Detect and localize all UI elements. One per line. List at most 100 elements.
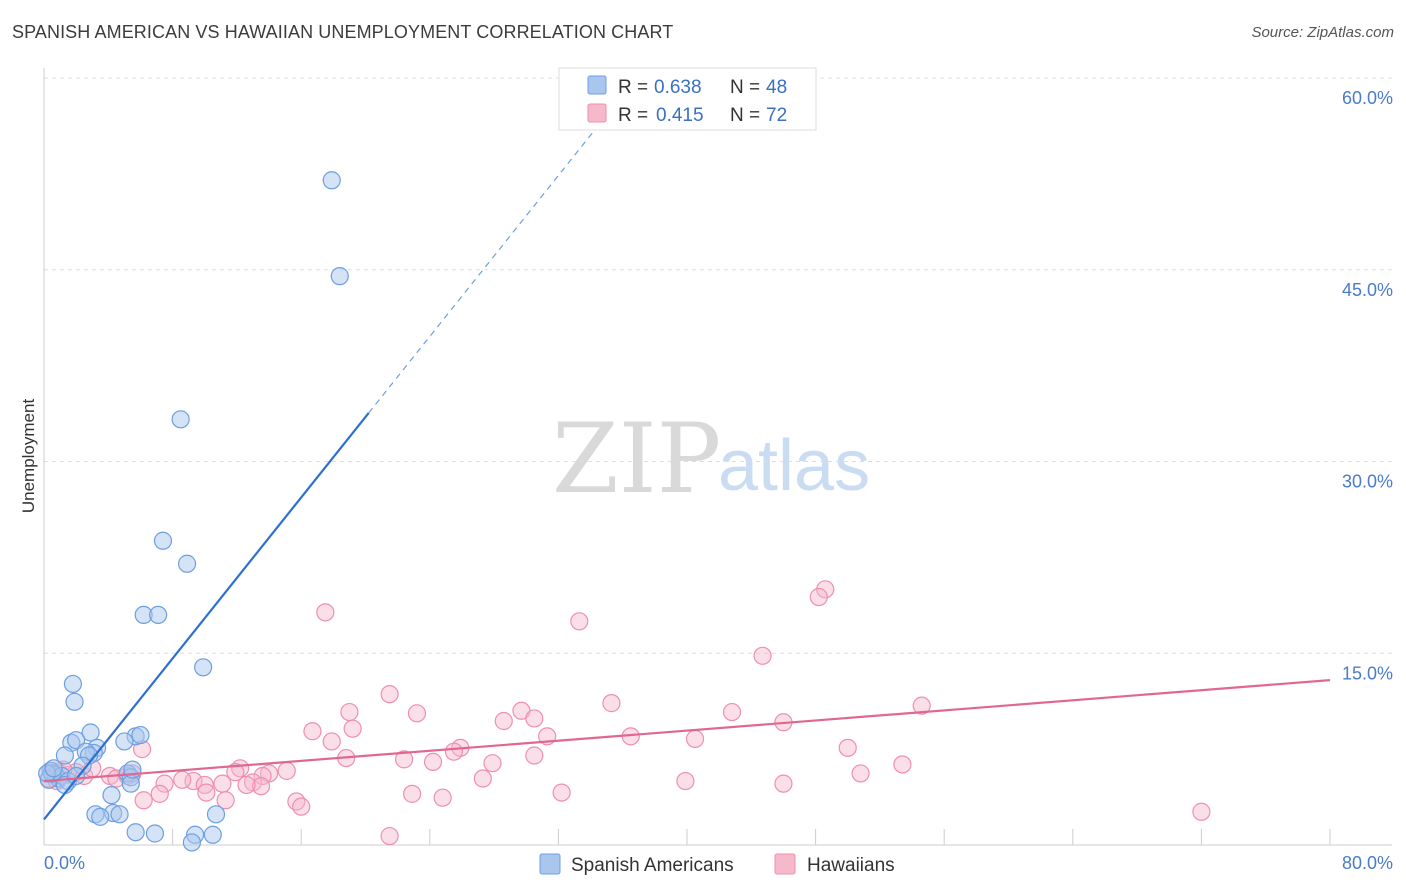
hawaiians-point-45 xyxy=(173,770,192,789)
legend-bottom-swatch-pink xyxy=(774,853,796,875)
legend-top: R = 0.638 N = 48 R = 0.415 N = 72 xyxy=(558,67,817,131)
spanish-americans-point-38 xyxy=(91,807,110,826)
hawaiians-point-12 xyxy=(494,711,513,731)
hawaiians-point-22 xyxy=(444,742,464,761)
spanish-americans-point-8 xyxy=(63,674,83,694)
spanish-americans-point-6 xyxy=(149,605,168,625)
hawaiians-trend-line xyxy=(43,678,1331,783)
hawaiians-point-20 xyxy=(322,732,341,751)
hawaiians-point-28 xyxy=(483,754,502,773)
watermark-atlas: atlas xyxy=(718,426,870,506)
y-tick-labels: 15.0% 30.0% 45.0% 60.0% xyxy=(1342,88,1393,683)
y-tick-label-0: 15.0% xyxy=(1342,663,1393,683)
spanish-americans-point-30 xyxy=(67,766,86,786)
hawaiians-point-53 xyxy=(134,791,153,810)
spanish-americans-point-39 xyxy=(110,805,129,824)
spanish-americans-point-3 xyxy=(153,531,173,550)
hawaiians-point-18 xyxy=(685,729,705,748)
source-credit: Source: ZipAtlas.com xyxy=(1251,24,1394,41)
hawaiians-point-58 xyxy=(403,784,422,803)
hawaiians-point-13 xyxy=(525,709,544,728)
hawaiians-point-6 xyxy=(602,694,621,713)
hawaiians-point-42 xyxy=(213,774,232,793)
hawaiians-point-11 xyxy=(722,702,742,722)
spanish-americans-point-9 xyxy=(65,692,84,711)
spanish-americans-point-4 xyxy=(177,554,197,573)
hawaiians-point-23 xyxy=(838,738,857,757)
hawaiians-point-44 xyxy=(251,777,271,796)
y-tick-label-3: 60.0% xyxy=(1342,88,1393,108)
chart-title: SPANISH AMERICAN VS HAWAIIAN UNEMPLOYMEN… xyxy=(12,22,674,42)
legend-swatch-pink xyxy=(587,103,607,123)
hawaiians-point-34 xyxy=(277,761,296,780)
spanish-americans-point-35 xyxy=(102,786,121,805)
spanish-americans-point-2 xyxy=(171,410,190,429)
spanish-americans-point-13 xyxy=(115,732,134,751)
hawaiians-point-29 xyxy=(525,746,544,765)
legend-n-label-1: N = xyxy=(730,77,760,98)
hawaiians-point-32 xyxy=(226,763,245,782)
y-tick-label-1: 30.0% xyxy=(1342,472,1393,492)
legend-r-value-1: 0.638 xyxy=(654,77,702,98)
legend-bottom-label-spanish: Spanish Americans xyxy=(571,855,734,876)
legend-bottom-swatch-blue xyxy=(539,853,561,875)
legend-r-label-2: R = xyxy=(618,105,648,126)
hawaiians-point-8 xyxy=(340,702,359,722)
y-tick-label-2: 45.0% xyxy=(1342,280,1393,300)
hawaiians-point-51 xyxy=(851,764,870,783)
hawaiians-point-9 xyxy=(407,704,427,723)
hawaiians-point-5 xyxy=(380,685,399,704)
hawaiians-point-46 xyxy=(155,774,174,793)
spanish-americans-point-10 xyxy=(81,723,100,742)
spanish-americans-point-41 xyxy=(126,823,145,842)
spanish-americans-point-0 xyxy=(322,171,341,190)
legend-r-label-1: R = xyxy=(618,77,648,98)
spanish-americans-point-1 xyxy=(330,267,349,286)
hawaiians-point-26 xyxy=(394,750,414,769)
hawaiians-point-59 xyxy=(433,788,452,807)
spanish-americans-trend-extension xyxy=(368,124,600,414)
spanish-americans-point-7 xyxy=(194,658,213,677)
hawaiians-point-3 xyxy=(570,612,589,631)
legend-bottom: Spanish Americans Hawaiians xyxy=(539,853,895,876)
hawaiians-point-50 xyxy=(774,774,793,793)
y-axis-label: Unemployment xyxy=(19,399,38,514)
spanish-americans-point-42 xyxy=(145,824,165,843)
x-tick-label-0: 0.0% xyxy=(44,853,85,873)
hawaiians-point-2 xyxy=(316,603,335,622)
legend-swatch-blue xyxy=(587,75,607,95)
hawaiians-point-16 xyxy=(343,719,362,738)
legend-n-value-2: 72 xyxy=(766,105,787,126)
hawaiians-point-4 xyxy=(753,646,772,665)
legend-bottom-label-hawaiians: Hawaiians xyxy=(807,855,895,876)
legend-r-value-2: 0.415 xyxy=(656,105,704,126)
hawaiians-point-41 xyxy=(195,775,214,795)
spanish-americans-points xyxy=(38,171,349,852)
spanish-americans-point-40 xyxy=(206,805,226,824)
hawaiians-point-52 xyxy=(150,784,169,803)
x-tick-label-1: 80.0% xyxy=(1342,853,1393,873)
spanish-americans-point-18 xyxy=(55,746,74,765)
hawaiians-point-15 xyxy=(303,722,322,741)
hawaiians-point-57 xyxy=(292,797,311,816)
legend-n-label-2: N = xyxy=(730,105,760,126)
hawaiians-point-56 xyxy=(287,792,306,811)
hawaiians-point-61 xyxy=(1192,802,1211,821)
trend-lines xyxy=(43,124,1331,821)
hawaiians-point-54 xyxy=(197,783,216,802)
spanish-americans-point-12 xyxy=(131,725,150,745)
watermark-zip: ZIP xyxy=(552,403,721,515)
hawaiians-point-7 xyxy=(912,696,931,715)
hawaiians-point-1 xyxy=(809,587,828,607)
hawaiians-points xyxy=(39,580,1211,846)
spanish-americans-point-45 xyxy=(182,833,201,852)
spanish-americans-point-44 xyxy=(203,825,222,844)
x-tick-labels: 0.0% 80.0% xyxy=(44,853,1393,873)
hawaiians-point-62 xyxy=(380,826,399,846)
spanish-americans-trend-line xyxy=(43,412,370,821)
legend-n-value-1: 48 xyxy=(766,77,787,98)
spanish-americans-point-47 xyxy=(44,759,63,778)
hawaiians-point-60 xyxy=(552,783,571,802)
hawaiians-point-30 xyxy=(893,755,912,774)
